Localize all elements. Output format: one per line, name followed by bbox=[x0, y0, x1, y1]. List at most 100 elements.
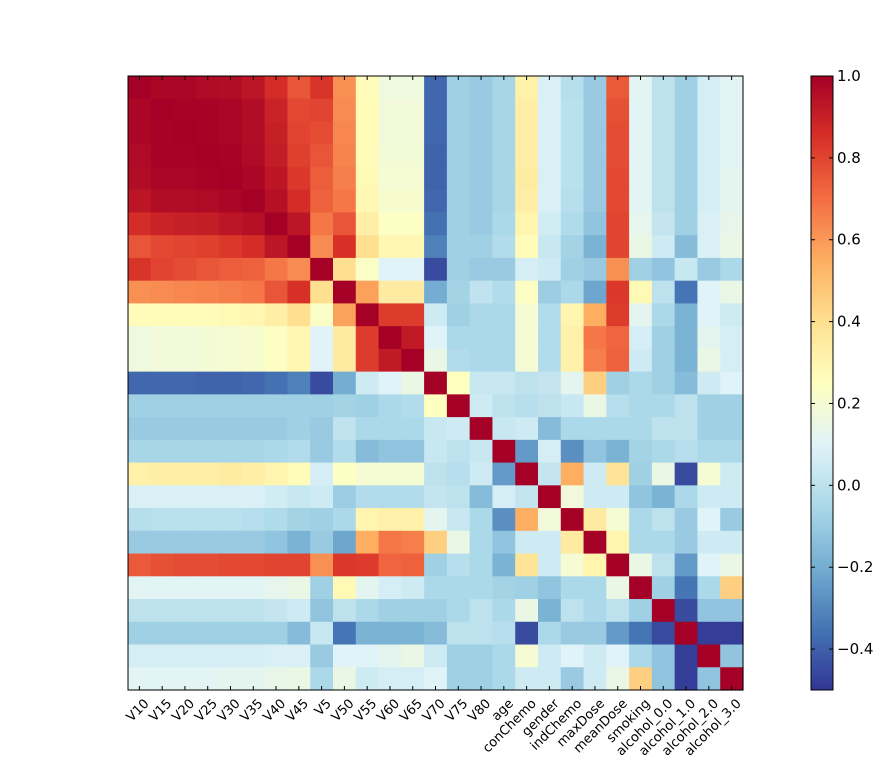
heatmap-cell bbox=[446, 189, 471, 214]
heatmap-cell bbox=[333, 121, 357, 145]
heatmap-cell bbox=[196, 644, 220, 668]
heatmap-cell bbox=[446, 394, 471, 418]
heatmap-cell bbox=[241, 576, 266, 600]
heatmap-cell bbox=[515, 530, 539, 555]
heatmap-cell bbox=[697, 189, 721, 214]
heatmap-cell bbox=[424, 144, 448, 168]
heatmap-cell bbox=[674, 348, 699, 373]
heatmap-cell bbox=[128, 439, 152, 464]
heatmap-cell bbox=[401, 189, 425, 214]
heatmap-cell bbox=[515, 394, 539, 418]
heatmap-cell bbox=[173, 621, 197, 646]
heatmap-cell bbox=[264, 530, 289, 555]
heatmap-cell bbox=[651, 76, 676, 100]
heatmap-cell bbox=[469, 212, 494, 236]
heatmap-cell bbox=[173, 121, 197, 145]
heatmap-cell bbox=[629, 144, 653, 168]
heatmap-cell bbox=[538, 280, 562, 305]
heatmap-cell bbox=[651, 121, 676, 145]
heatmap-cell bbox=[560, 144, 585, 168]
heatmap-cell bbox=[355, 326, 380, 350]
heatmap-cell bbox=[378, 98, 402, 123]
heatmap-cell bbox=[128, 326, 152, 350]
heatmap-cell bbox=[606, 439, 630, 464]
heatmap-cell bbox=[310, 667, 334, 691]
heatmap-cell bbox=[492, 553, 516, 577]
heatmap-cell bbox=[606, 235, 630, 259]
heatmap-cell bbox=[538, 462, 562, 486]
heatmap-cell bbox=[424, 530, 448, 555]
heatmap-cell bbox=[492, 599, 516, 623]
heatmap-cell bbox=[583, 212, 607, 236]
heatmap-cell bbox=[219, 371, 243, 395]
heatmap-cell bbox=[241, 121, 266, 145]
heatmap-cell bbox=[492, 235, 516, 259]
heatmap-cell bbox=[173, 76, 197, 100]
heatmap-cell bbox=[150, 280, 175, 305]
heatmap-cell bbox=[424, 371, 448, 395]
heatmap-cell bbox=[492, 621, 516, 646]
heatmap-cell bbox=[469, 121, 494, 145]
heatmap-cell bbox=[469, 462, 494, 486]
heatmap-cell bbox=[560, 553, 585, 577]
heatmap-cell bbox=[378, 599, 402, 623]
heatmap-cell bbox=[173, 166, 197, 191]
heatmap-cell bbox=[196, 257, 220, 282]
heatmap-cell bbox=[355, 348, 380, 373]
heatmap-cell bbox=[173, 576, 197, 600]
heatmap-cell bbox=[378, 553, 402, 577]
heatmap-cell bbox=[241, 644, 266, 668]
heatmap-cell bbox=[196, 189, 220, 214]
heatmap-cell bbox=[128, 303, 152, 327]
heatmap-cell bbox=[287, 98, 311, 123]
heatmap-cell bbox=[264, 667, 289, 691]
heatmap-cell bbox=[424, 212, 448, 236]
heatmap-cell bbox=[333, 303, 357, 327]
heatmap-cell bbox=[583, 257, 607, 282]
heatmap-cell bbox=[173, 348, 197, 373]
heatmap-cell bbox=[674, 644, 699, 668]
heatmap-cell bbox=[651, 144, 676, 168]
heatmap-cell bbox=[629, 417, 653, 441]
heatmap-cell bbox=[150, 303, 175, 327]
heatmap-cell bbox=[287, 644, 311, 668]
heatmap-cell bbox=[583, 303, 607, 327]
heatmap-cell bbox=[287, 621, 311, 646]
heatmap-cell bbox=[674, 371, 699, 395]
colorbar-tick-label: 0.8 bbox=[837, 149, 861, 167]
heatmap-cell bbox=[310, 576, 334, 600]
heatmap-cell bbox=[310, 644, 334, 668]
heatmap-cell bbox=[333, 144, 357, 168]
heatmap-cell bbox=[264, 462, 289, 486]
heatmap-cell bbox=[629, 553, 653, 577]
heatmap-cell bbox=[287, 394, 311, 418]
heatmap-cell bbox=[310, 530, 334, 555]
heatmap-cell bbox=[196, 326, 220, 350]
heatmap-cell bbox=[241, 508, 266, 532]
heatmap-cell bbox=[264, 280, 289, 305]
heatmap-cell bbox=[469, 508, 494, 532]
heatmap-cell bbox=[583, 439, 607, 464]
heatmap-cell bbox=[264, 303, 289, 327]
heatmap-cell bbox=[629, 189, 653, 214]
heatmap-cell bbox=[196, 485, 220, 509]
heatmap-cell bbox=[401, 144, 425, 168]
heatmap-cell bbox=[355, 439, 380, 464]
heatmap-cell bbox=[150, 235, 175, 259]
heatmap-cell bbox=[310, 121, 334, 145]
heatmap-cell bbox=[697, 394, 721, 418]
heatmap-cell bbox=[606, 462, 630, 486]
heatmap-cell bbox=[333, 76, 357, 100]
heatmap-cell bbox=[629, 121, 653, 145]
heatmap-cell bbox=[492, 371, 516, 395]
heatmap-cell bbox=[538, 667, 562, 691]
heatmap-cell bbox=[674, 280, 699, 305]
heatmap-cell bbox=[629, 599, 653, 623]
heatmap-cell bbox=[583, 76, 607, 100]
heatmap-cell bbox=[241, 280, 266, 305]
heatmap-cell bbox=[720, 303, 744, 327]
heatmap-cell bbox=[150, 257, 175, 282]
heatmap-cell bbox=[674, 235, 699, 259]
heatmap-cell bbox=[446, 212, 471, 236]
heatmap-cell bbox=[446, 667, 471, 691]
